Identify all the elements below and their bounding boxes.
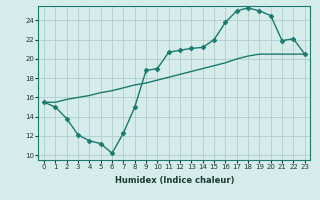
X-axis label: Humidex (Indice chaleur): Humidex (Indice chaleur) xyxy=(115,176,234,185)
